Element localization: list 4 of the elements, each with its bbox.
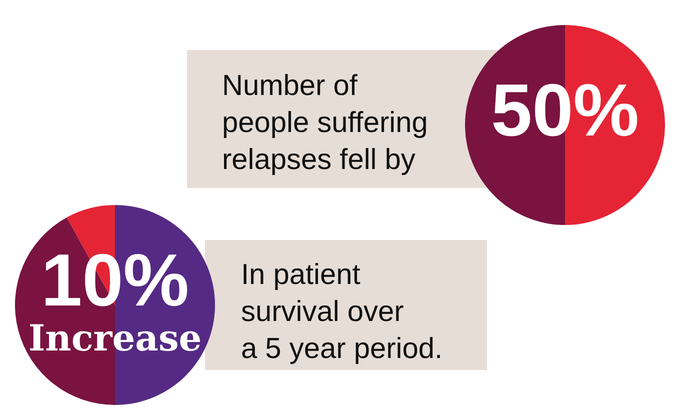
text: Number of people suffering relapses fell by <box>222 70 428 176</box>
text: Increase <box>28 317 202 360</box>
text: In patient survival over a 5 year period. <box>205 240 487 370</box>
text: 50% <box>490 68 640 152</box>
